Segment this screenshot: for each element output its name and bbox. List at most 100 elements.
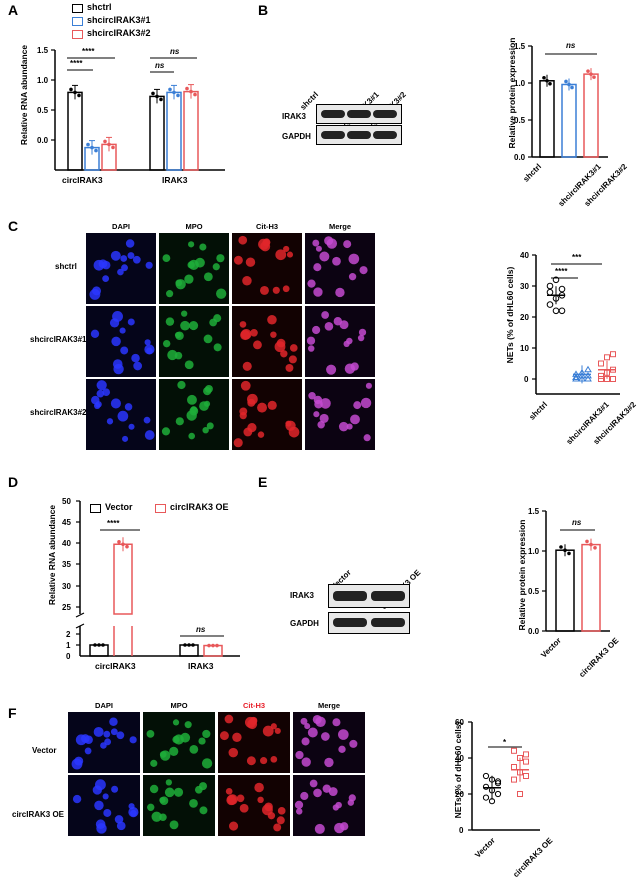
microscopy-image [305, 233, 375, 304]
cell [184, 360, 194, 370]
data-point [558, 307, 566, 315]
cell [267, 400, 277, 410]
cell [103, 808, 112, 817]
cell [276, 338, 286, 348]
cell [239, 803, 249, 813]
cell [270, 331, 277, 338]
cell [238, 235, 248, 245]
cell [335, 801, 342, 809]
data-point [69, 87, 73, 92]
cell [199, 243, 207, 251]
cell [274, 727, 281, 735]
legend-swatch [72, 17, 83, 26]
cell [267, 315, 277, 325]
data-point [103, 139, 107, 144]
cell [151, 811, 162, 822]
y-tick: 20 [455, 790, 464, 799]
data-point [86, 142, 90, 147]
y-tick: 40 [455, 754, 464, 763]
data-point [482, 783, 490, 790]
data-point [563, 548, 567, 552]
cell [317, 421, 325, 429]
significance-marker: **** [555, 267, 568, 276]
y-tick: 0.5 [514, 116, 526, 125]
cell [187, 261, 195, 269]
y-tick: 10 [520, 344, 529, 353]
blot-row-label: GAPDH [282, 132, 311, 141]
cell [165, 779, 172, 786]
data-point [589, 542, 593, 547]
cell [106, 418, 114, 425]
microscopy-image [159, 306, 229, 377]
cell [111, 336, 121, 347]
cell [283, 245, 290, 253]
data-point [107, 142, 111, 147]
blot-row-label: GAPDH [290, 619, 319, 628]
y-tick: 20 [520, 313, 529, 322]
cell [104, 738, 112, 746]
cell [143, 416, 151, 424]
y-tick: 0.5 [528, 587, 540, 596]
cell [307, 727, 318, 738]
column-label: MPO [170, 701, 188, 710]
cell [189, 406, 199, 416]
y-tick: 25 [62, 603, 71, 612]
cell [240, 380, 251, 391]
row-label: shcircIRAK3#2 [30, 408, 87, 417]
cell [109, 717, 118, 726]
cell [95, 401, 102, 408]
cell [198, 737, 206, 745]
cell [275, 249, 287, 261]
significance-marker: **** [82, 47, 95, 56]
cell [199, 806, 208, 815]
cell [288, 355, 297, 364]
cell [309, 779, 318, 788]
data-point [598, 376, 604, 382]
cell [162, 339, 171, 348]
cell [187, 394, 197, 405]
data-point [111, 145, 115, 150]
cell [122, 435, 129, 442]
cell [224, 714, 234, 724]
cell [295, 808, 303, 815]
y-tick: 45 [62, 518, 71, 527]
cell [175, 279, 186, 290]
cell [257, 431, 265, 438]
column-label: DAPI [95, 701, 113, 710]
y-tick: 0.0 [514, 153, 526, 162]
cell [306, 336, 316, 345]
cell [321, 732, 330, 741]
cell [203, 272, 213, 282]
microscopy-image [218, 775, 290, 836]
data-point [511, 747, 517, 754]
cell [213, 343, 222, 352]
data-point [589, 72, 593, 76]
cell [124, 403, 133, 411]
cell [188, 320, 199, 331]
cell [239, 412, 247, 420]
data-point [523, 773, 529, 779]
data-point [546, 301, 554, 308]
data-point [187, 643, 191, 647]
cell [245, 257, 256, 267]
data-point [482, 772, 490, 780]
cell [301, 737, 310, 746]
cell [257, 402, 267, 413]
cell [202, 729, 211, 739]
cell [147, 803, 155, 812]
cell [321, 311, 330, 319]
cell [360, 397, 372, 409]
cell [307, 279, 316, 288]
microscopy-image [293, 712, 365, 773]
cell [338, 421, 349, 432]
data-point [191, 643, 195, 647]
legend-swatch [90, 504, 101, 513]
cell [236, 794, 245, 803]
cell [250, 329, 258, 337]
microscopy-image [305, 379, 375, 450]
y-tick: 0 [524, 375, 529, 384]
data-point [172, 90, 176, 95]
cell [111, 785, 119, 793]
cell [188, 241, 195, 248]
y-tick: 0.5 [37, 106, 49, 115]
